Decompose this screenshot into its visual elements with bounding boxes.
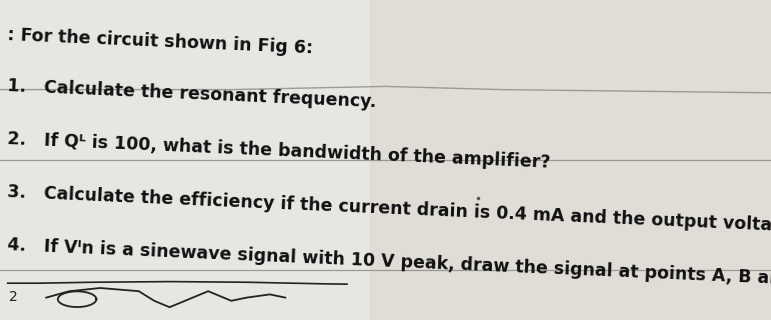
Text: 2.   If Qᴸ is 100, what is the bandwidth of the amplifier?: 2. If Qᴸ is 100, what is the bandwidth o… [7, 130, 551, 172]
Text: 2: 2 [9, 290, 18, 304]
Text: 4.   If Vᴵn is a sinewave signal with 10 V peak, draw the signal at points A, B : 4. If Vᴵn is a sinewave signal with 10 V… [7, 236, 771, 289]
Text: 1.   Calculate the resonant frequency.: 1. Calculate the resonant frequency. [7, 77, 377, 111]
Text: 3.   Calculate the efficiency if the current drain is 0.4 mA and the output volt: 3. Calculate the efficiency if the curre… [7, 183, 771, 240]
Bar [0, 0, 370, 320]
Text: : For the circuit shown in Fig 6:: : For the circuit shown in Fig 6: [7, 26, 314, 58]
Bar [370, 0, 771, 320]
